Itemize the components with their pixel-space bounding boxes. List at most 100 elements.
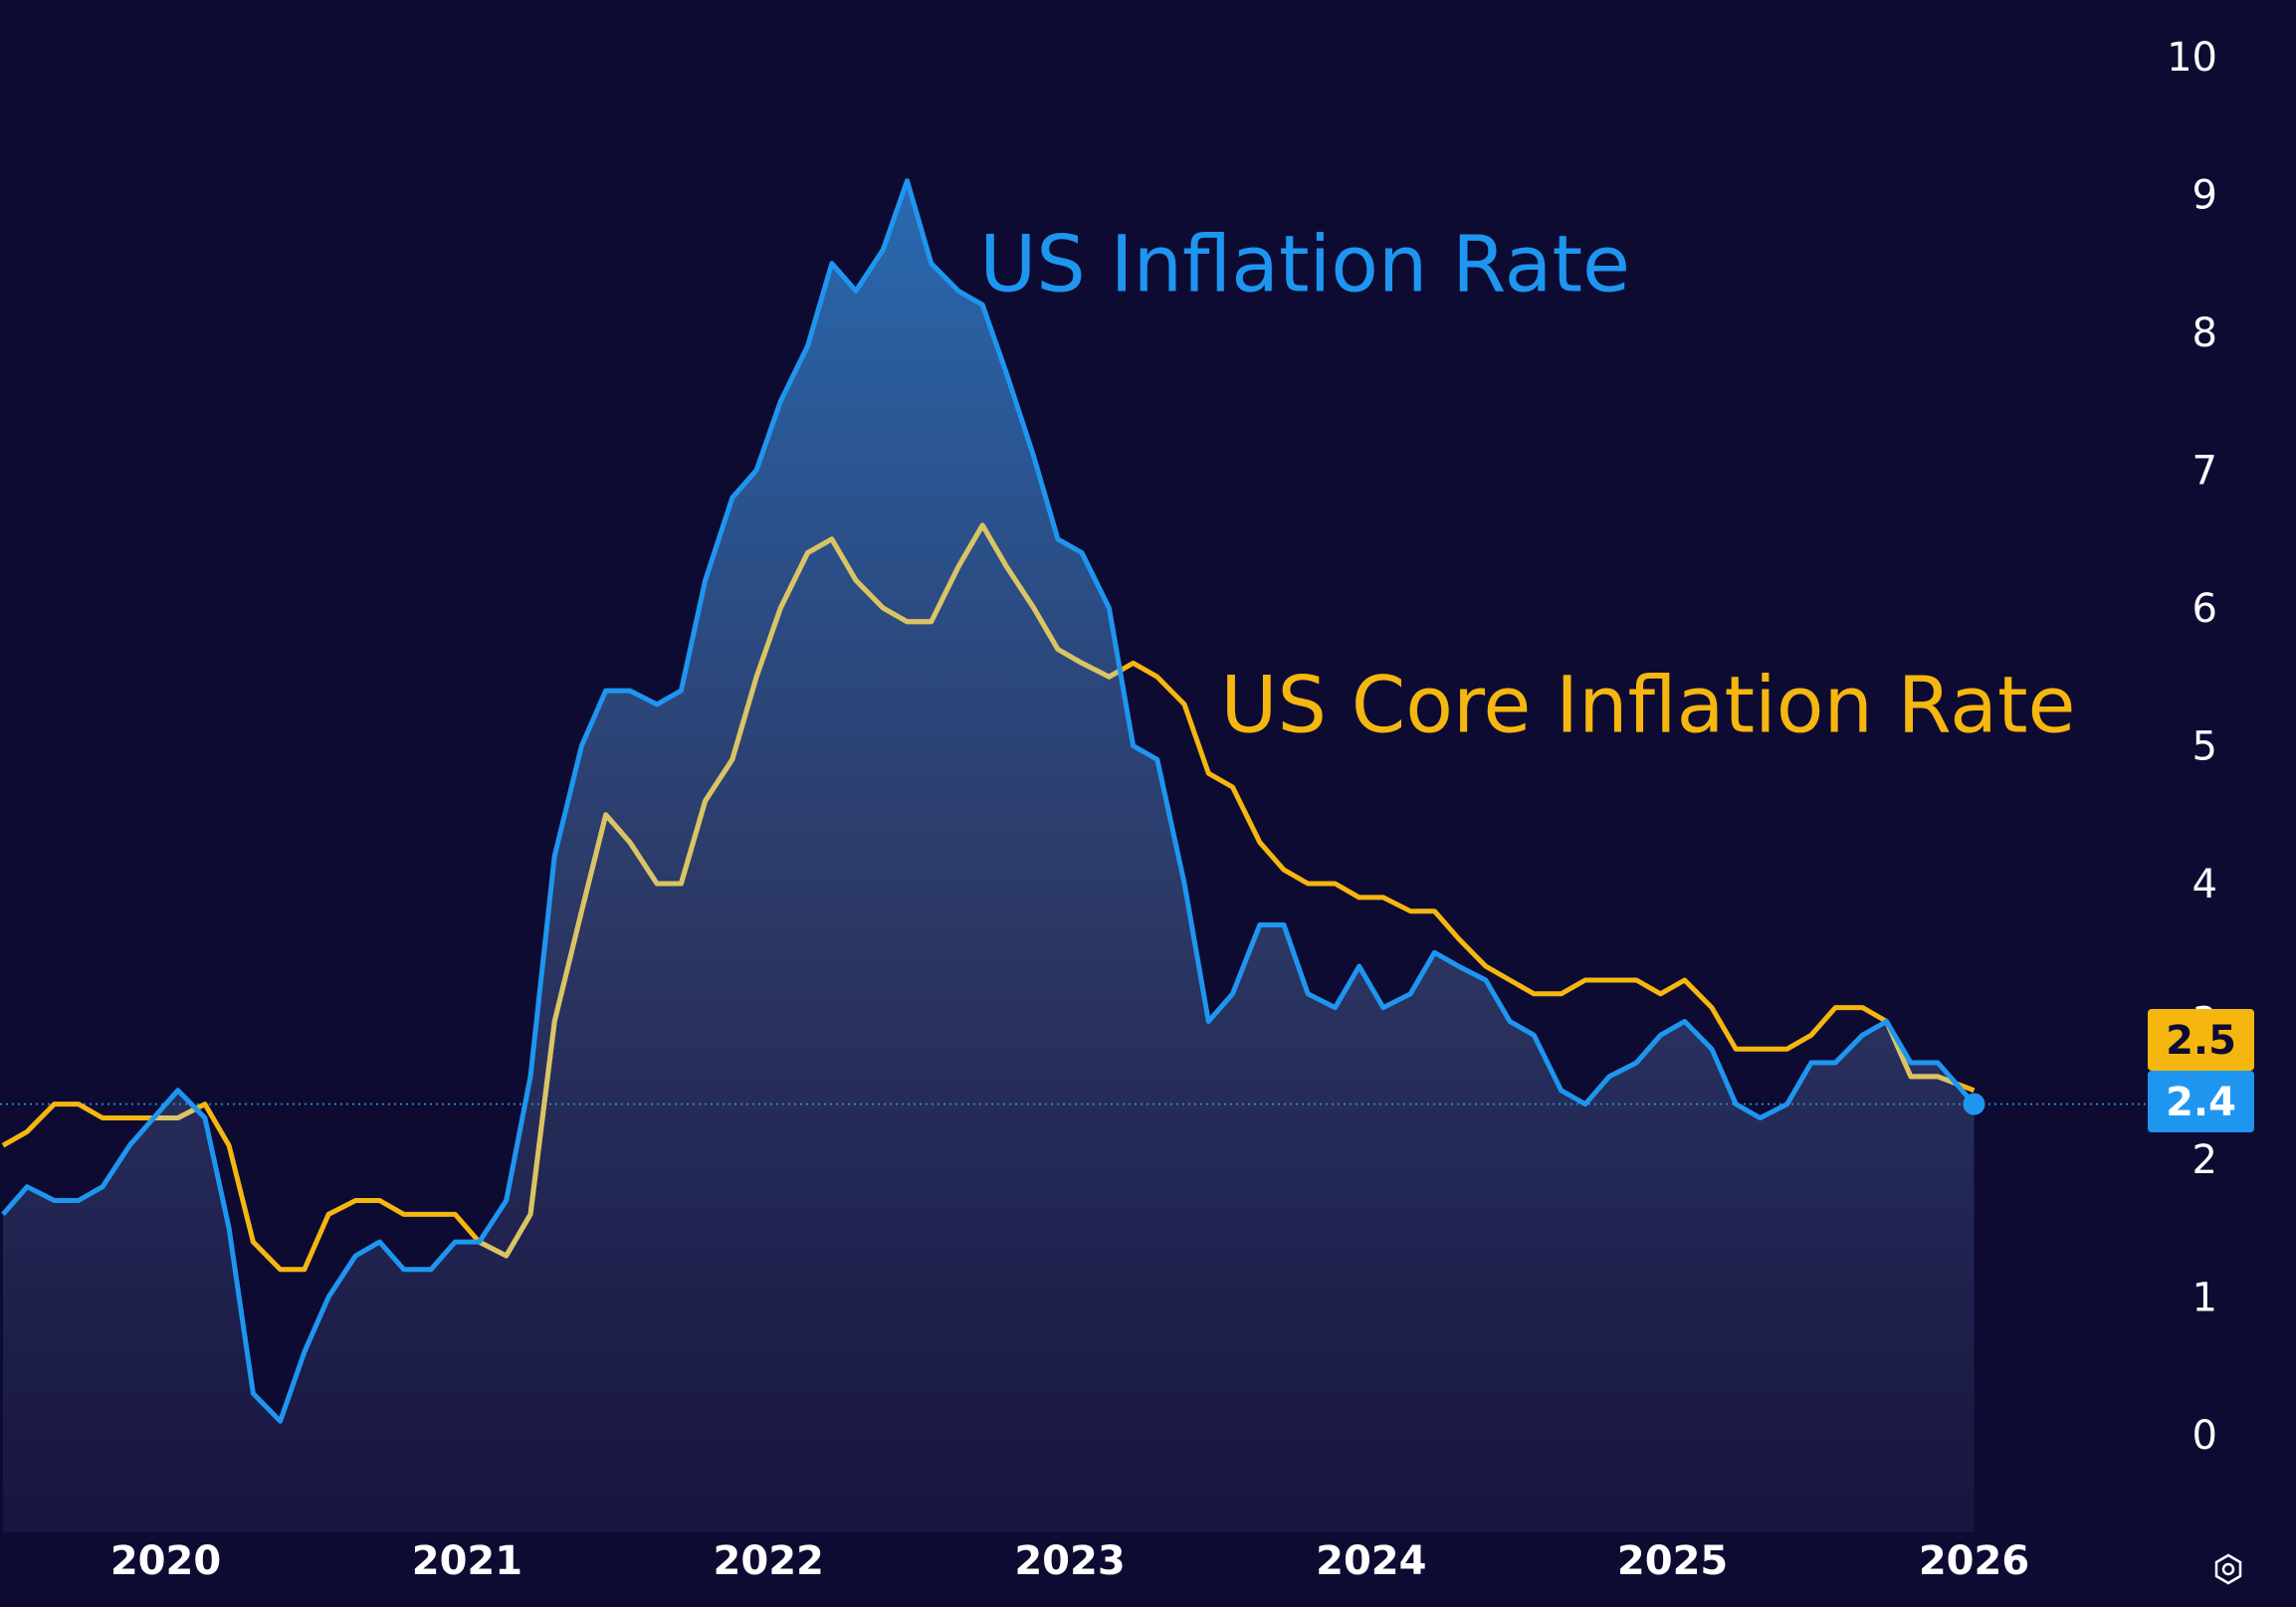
inflation-point: [1560, 1090, 1562, 1092]
core-inflation-point: [1057, 648, 1059, 650]
core-inflation-point: [1033, 607, 1035, 609]
inflation-point: [1382, 1006, 1384, 1008]
inflation-point: [304, 1351, 306, 1353]
y-tick-label: 1: [2192, 1276, 2217, 1321]
inflation-point: [1735, 1103, 1737, 1105]
inflation-point: [78, 1199, 80, 1201]
y-tick-label: 4: [2192, 862, 2217, 907]
inflation-point: [1081, 551, 1083, 553]
core-inflation-point: [931, 621, 933, 623]
y-tick-label: 8: [2192, 310, 2217, 356]
core-inflation-point: [378, 1199, 380, 1201]
badge-label: 2.5: [2166, 1018, 2236, 1064]
x-tick-label: 2024: [1316, 1538, 1426, 1584]
inflation-point: [53, 1199, 55, 1201]
y-tick-label: 7: [2192, 449, 2217, 495]
core-inflation-point: [553, 1020, 555, 1022]
core-inflation-point: [252, 1241, 254, 1243]
inflation-point: [1457, 965, 1459, 967]
core-inflation-point: [228, 1144, 230, 1146]
inflation-value-badge: 2.4: [2148, 1071, 2254, 1132]
inflation-point: [1307, 993, 1309, 995]
x-tick-label: 2021: [412, 1538, 522, 1584]
core-inflation-point: [981, 524, 983, 526]
inflation-point: [680, 690, 682, 692]
inflation-point: [1183, 883, 1185, 885]
inflation-point: [605, 690, 607, 692]
core-inflation-point: [1533, 993, 1535, 995]
core-inflation-point: [128, 1116, 130, 1118]
inflation-point: [580, 744, 582, 746]
inflation-point: [1711, 1048, 1713, 1050]
core-inflation-point: [1283, 869, 1285, 871]
core-inflation-point: [1786, 1048, 1788, 1050]
core-inflation-point: [506, 1255, 508, 1257]
core-inflation-point: [1081, 662, 1083, 664]
core-inflation-point: [1973, 1090, 1975, 1092]
inflation-point: [279, 1420, 281, 1422]
core-inflation-point: [529, 1213, 531, 1215]
inflation-point: [1005, 372, 1007, 374]
inflation-point: [529, 1076, 531, 1078]
core-inflation-point: [629, 841, 631, 843]
inflation-point: [906, 180, 908, 182]
core-inflation-point: [1183, 703, 1185, 705]
x-tick-label: 2023: [1014, 1538, 1125, 1584]
x-tick-label: 2026: [1919, 1538, 2029, 1584]
inflation-point: [1608, 1076, 1610, 1078]
inflation-point: [1259, 923, 1261, 925]
inflation-point: [102, 1186, 104, 1188]
inflation-point: [1509, 1020, 1511, 1022]
core-inflation-point: [1834, 1006, 1836, 1008]
core-inflation-point: [454, 1213, 456, 1215]
core-inflation-point: [779, 607, 781, 609]
inflation-point: [831, 263, 833, 265]
y-tick-label: 5: [2192, 724, 2217, 770]
inflation-latest-point: [1963, 1093, 1985, 1115]
core-inflation-point: [755, 676, 757, 678]
inflation-point: [957, 290, 959, 292]
core-inflation-point: [1433, 910, 1435, 912]
core-inflation-point: [78, 1103, 80, 1105]
inflation-point: [553, 855, 555, 857]
core-inflation-point: [580, 910, 582, 912]
inflation-point: [2, 1213, 4, 1215]
core-inflation-point: [831, 538, 833, 540]
core-inflation-point: [1231, 786, 1233, 788]
core-inflation-point: [1910, 1076, 1912, 1078]
inflation-point: [1635, 1062, 1637, 1064]
inflation-point: [1108, 607, 1110, 609]
core-inflation-point: [53, 1103, 55, 1105]
core-inflation-point: [1358, 897, 1360, 899]
inflation-point: [1861, 1034, 1863, 1036]
core-inflation-point: [605, 814, 607, 816]
core-inflation-point: [1509, 979, 1511, 981]
inflation-point: [1937, 1062, 1939, 1064]
core-inflation-point: [855, 579, 857, 581]
inflation-point: [1810, 1062, 1812, 1064]
core-inflation-point: [731, 758, 733, 760]
inflation-point: [755, 469, 757, 471]
settings-icon[interactable]: [2211, 1552, 2245, 1586]
core-inflation-point: [1457, 937, 1459, 939]
inflation-point: [1231, 993, 1233, 995]
inflation-point: [1533, 1034, 1535, 1036]
inflation-point: [981, 303, 983, 305]
inflation-point: [855, 290, 857, 292]
inflation-line: [1, 178, 1977, 1424]
inflation-point: [354, 1255, 356, 1257]
core-inflation-point: [906, 621, 908, 623]
inflation-point: [403, 1269, 405, 1271]
badge-label: 2.4: [2166, 1080, 2236, 1125]
inflation-point: [327, 1296, 329, 1298]
inflation-point: [882, 249, 884, 251]
inflation-point: [656, 703, 658, 705]
inflation-point: [731, 497, 733, 499]
inflation-point: [454, 1241, 456, 1243]
inflation-point: [1786, 1103, 1788, 1105]
x-tick-label: 2020: [110, 1538, 221, 1584]
inflation-point: [1659, 1034, 1661, 1036]
core-inflation-point: [1156, 676, 1158, 678]
inflation-point: [1409, 993, 1411, 995]
inflation-point: [704, 579, 706, 581]
